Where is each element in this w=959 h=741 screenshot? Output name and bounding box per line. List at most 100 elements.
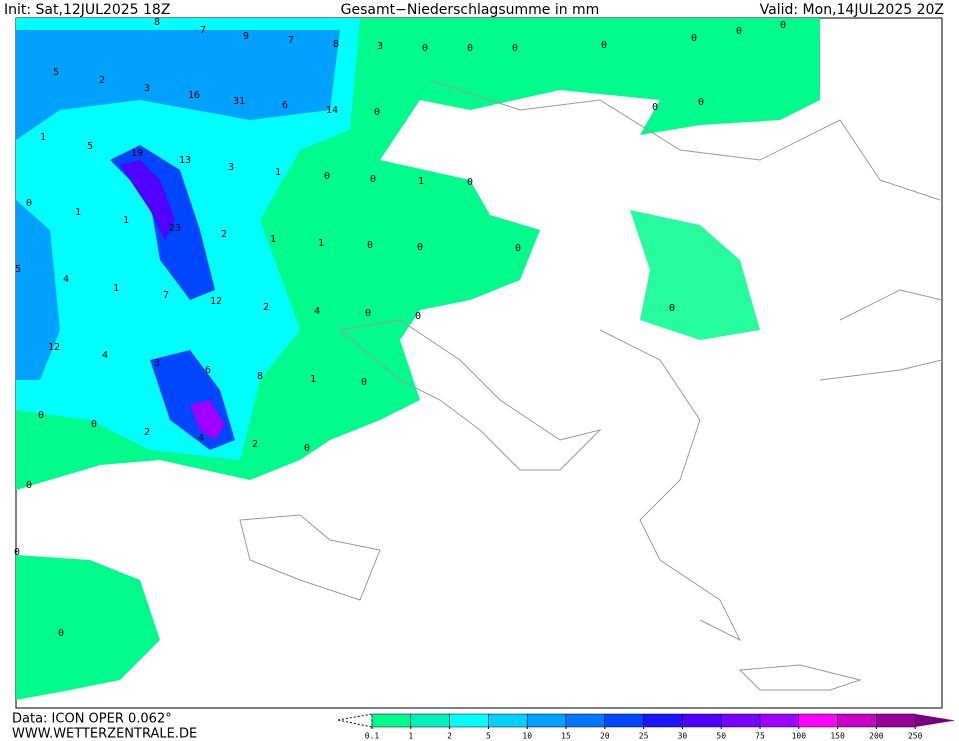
- precip-label: 0: [652, 102, 658, 113]
- precip-label: 0: [26, 198, 32, 209]
- legend-tick-label: 25: [639, 732, 649, 741]
- legend-under: [337, 713, 373, 728]
- precip-label: 1: [40, 132, 46, 143]
- legend-box: [643, 713, 683, 728]
- precip-label: 1: [318, 238, 324, 249]
- precip-label: 2: [99, 75, 105, 86]
- precip-label: 0: [370, 174, 376, 185]
- legend-box: [798, 713, 838, 728]
- precip-label: 14: [326, 105, 338, 116]
- precip-label: 3: [228, 162, 234, 173]
- island: [738, 664, 862, 691]
- precip-label: 3: [144, 83, 150, 94]
- precip-label: 0: [304, 443, 310, 454]
- precip-label: 5: [15, 264, 21, 275]
- precip-label: 12: [210, 296, 222, 307]
- legend: 0.1 1 2 5 10 15 20 25 30 50 75 100 150 200 250: [337, 713, 956, 741]
- precip-light: [630, 210, 760, 340]
- precip-label: 0: [467, 43, 473, 54]
- legend-tick-label: 50: [716, 732, 726, 741]
- precip-label: 9: [243, 31, 249, 42]
- legend-tick-label: 150: [830, 732, 845, 741]
- legend-tick-label: 20: [600, 732, 610, 741]
- precip-label: 0: [367, 240, 373, 251]
- precip-label: 0: [14, 547, 20, 558]
- precip-label: 0: [415, 311, 421, 322]
- precip-label: 7: [288, 35, 294, 46]
- precip-heavy: [16, 200, 60, 380]
- precip-label: 8: [257, 371, 263, 382]
- precip-label: 6: [205, 365, 211, 376]
- precip-label: 23: [169, 223, 181, 234]
- precip-label: 0: [512, 43, 518, 54]
- precip-label: 0: [365, 308, 371, 319]
- precip-label: 1: [123, 215, 129, 226]
- valid-time: Valid: Mon,14JUL2025 20Z: [760, 2, 944, 18]
- precip-label: 1: [275, 167, 281, 178]
- legend-box: [720, 713, 761, 728]
- precip-label: 0: [698, 97, 704, 108]
- legend-tick-label: 2: [447, 732, 452, 741]
- precip-label: 0: [669, 303, 675, 314]
- legend-box: [682, 713, 722, 728]
- precip-extreme: [190, 400, 225, 440]
- precip-heavy: [16, 30, 340, 140]
- map-title: Gesamt−Niederschlagsumme in mm: [341, 2, 600, 18]
- legend-tick-label: 75: [755, 732, 765, 741]
- coastline: [819, 289, 943, 381]
- precip-label: 0: [374, 107, 380, 118]
- legend-box: [410, 713, 450, 728]
- legend-over: [915, 714, 956, 727]
- precip-label: 1: [113, 283, 119, 294]
- map-area: [15, 17, 943, 709]
- precip-label: 7: [163, 290, 169, 301]
- precip-label: 0: [38, 410, 44, 421]
- legend-box: [488, 713, 528, 728]
- precip-label: 4: [198, 433, 204, 444]
- precip-label: 1: [310, 374, 316, 385]
- precip-label: 3: [154, 358, 160, 369]
- precip-label: 16: [188, 90, 200, 101]
- coastline: [239, 514, 381, 601]
- legend-tick-label: 10: [522, 732, 532, 741]
- precip-label: 1: [270, 234, 276, 245]
- legend-tick-label: 0.1: [365, 732, 380, 741]
- legend-box: [371, 713, 412, 728]
- legend-tick-label: 200: [869, 732, 884, 741]
- precip-label: 0: [422, 43, 428, 54]
- precip-label: 0: [324, 171, 330, 182]
- precip-label: 8: [154, 17, 160, 28]
- precip-label: 2: [252, 439, 258, 450]
- legend-box: [565, 713, 606, 728]
- precip-label: 0: [58, 628, 64, 639]
- precip-light: [16, 555, 160, 700]
- precip-label: 0: [26, 480, 32, 491]
- coastline: [599, 329, 742, 642]
- data-source: Data: ICON OPER 0.062°: [12, 712, 172, 727]
- legend-box: [837, 713, 877, 728]
- precip-label: 19: [131, 148, 143, 159]
- coastline: [338, 319, 602, 471]
- legend-box: [526, 713, 567, 728]
- precip-label: 3: [377, 41, 383, 52]
- legend-box: [604, 713, 644, 728]
- precip-label: 5: [53, 67, 59, 78]
- precip-label: 0: [691, 33, 697, 44]
- precip-label: 0: [417, 242, 423, 253]
- legend-tick-label: 15: [561, 732, 571, 741]
- precip-label: 0: [780, 20, 786, 31]
- legend-box: [759, 713, 800, 728]
- precip-label: 0: [467, 177, 473, 188]
- website: WWW.WETTERZENTRALE.DE: [12, 727, 197, 741]
- precip-label: 5: [87, 141, 93, 152]
- precip-label: 1: [418, 176, 424, 187]
- precip-label: 13: [179, 155, 191, 166]
- precip-label: 6: [282, 100, 288, 111]
- precip-label: 31: [233, 96, 245, 107]
- init-time: Init: Sat,12JUL2025 18Z: [4, 2, 170, 18]
- precip-label: 4: [63, 274, 69, 285]
- precip-label: 2: [221, 229, 227, 240]
- legend-tick-label: 100: [792, 732, 807, 741]
- legend-box: [449, 713, 489, 728]
